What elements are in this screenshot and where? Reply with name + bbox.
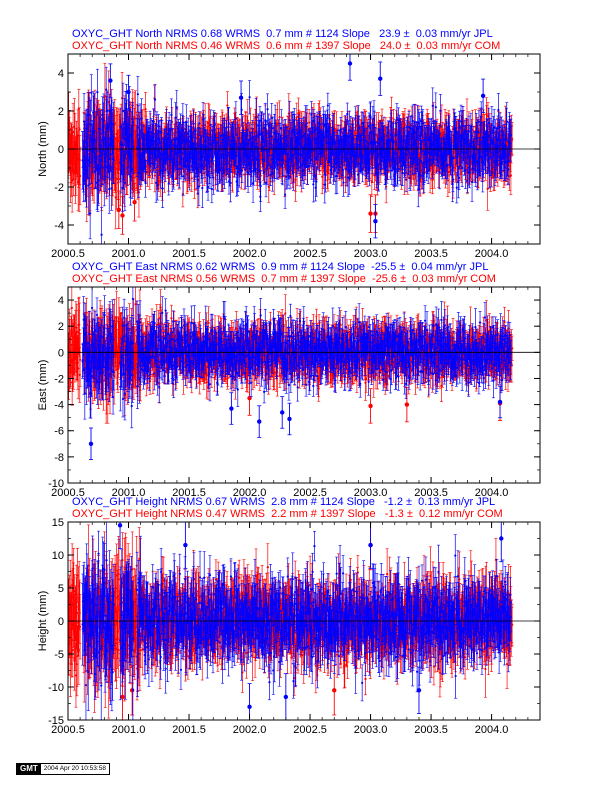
data-point [247,120,249,122]
data-point [278,116,280,118]
data-point [226,104,228,106]
north-data [67,47,514,262]
data-point [308,122,310,124]
data-point [429,170,431,172]
data-point [145,108,147,110]
data-point [296,116,298,118]
data-point [72,131,74,133]
data-point [243,173,245,175]
data-point [447,179,449,181]
data-point [79,175,81,177]
data-point [154,174,156,176]
data-point [182,193,184,195]
data-point [78,128,80,130]
data-point [149,176,151,178]
data-point [191,177,193,179]
